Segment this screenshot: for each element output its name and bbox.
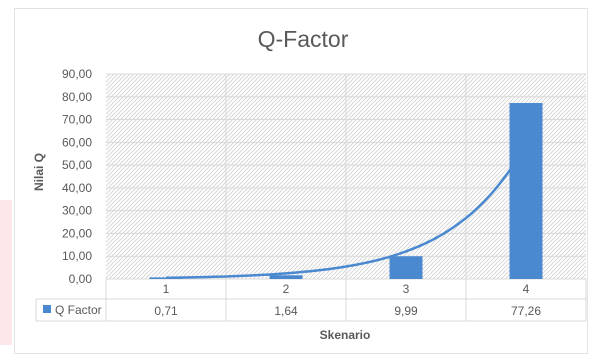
x-tick-label: 3 [403,282,410,296]
data-label: 0,71 [154,304,178,318]
gridlines [106,73,586,280]
y-tick-labels: 0,00 10,00 20,00 30,00 40,00 50,00 60,00 70,00 8… [62,67,92,286]
legend-label: Q Factor [55,303,102,317]
accent-stripe [0,200,12,345]
data-label: 1,64 [274,304,298,318]
trendline [166,143,528,280]
y-tick-label: 60,00 [62,135,92,149]
y-tick-label: 10,00 [62,249,92,263]
data-label: 9,99 [394,304,418,318]
data-label: 77,26 [511,304,541,318]
y-tick-label: 90,00 [62,67,92,81]
y-tick-label: 20,00 [62,226,92,240]
y-tick-label: 0,00 [69,272,93,286]
legend-key [43,305,51,313]
chart-title: Q-Factor [258,26,349,52]
bars [149,103,543,279]
y-tick-label: 50,00 [62,158,92,172]
data-table: 1 2 3 4 0,71 1,64 9,99 77,26 Q Factor [35,279,587,322]
bar [509,103,543,279]
y-tick-label: 80,00 [62,90,92,104]
x-tick-label: 4 [523,282,530,296]
x-tick-label: 1 [163,282,170,296]
y-tick-label: 70,00 [62,113,92,127]
bar [269,275,303,279]
x-tick-label: 2 [283,282,290,296]
y-tick-label: 40,00 [62,181,92,195]
bar [389,256,423,279]
x-axis-title: Skenario [320,328,371,342]
y-axis-title: Nilai Q [32,153,46,191]
y-tick-label: 30,00 [62,204,92,218]
